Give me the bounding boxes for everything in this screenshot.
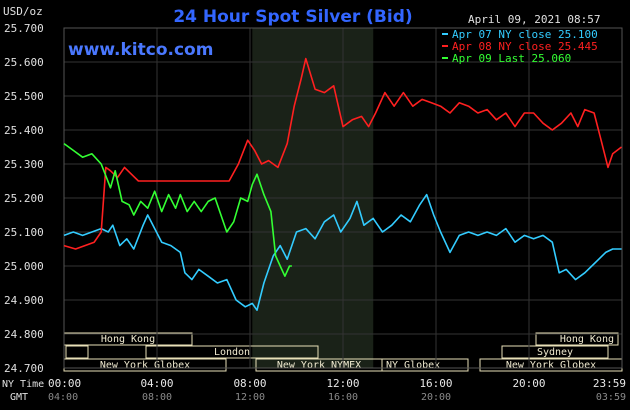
x-tick-label: 20:00 (512, 377, 545, 390)
x-tick-label: 16:00 (419, 377, 452, 390)
session-hong-kong-late: Hong Kong (560, 334, 614, 345)
plot-border (63, 27, 623, 369)
series-lines (63, 57, 622, 312)
gmt-tick-label: 04:00 (48, 392, 78, 403)
session-bars: Hong Kong Hong Kong London Sydney New York G… (63, 332, 623, 372)
gmt-tick-label: 16:00 (328, 392, 358, 403)
session-ny-globex: New York Globex (100, 360, 190, 371)
y-tick-label: 24.800 (4, 328, 44, 341)
x-tick-label: 00:00 (48, 377, 81, 390)
session-sydney-box (501, 345, 609, 359)
session-ny-nymex: New York NYMEX (277, 360, 361, 371)
unit-label: USD/oz (3, 5, 43, 18)
y-tick-label: 24.900 (4, 294, 44, 307)
x-axis-labels: 00:00 04:00 08:00 12:00 16:00 20:00 23:59 04:00… (48, 377, 626, 403)
session-ny-globex-mid: NY Globex (386, 360, 440, 371)
x-tick-label: 23:59 (593, 377, 626, 390)
legend-entry: Apr 08 NY close 25.445 (452, 40, 598, 53)
session-hong-kong: Hong Kong (101, 334, 155, 345)
x-tick-label: 04:00 (140, 377, 173, 390)
y-tick-label: 25.000 (4, 260, 44, 273)
x-tick-label: 12:00 (326, 377, 359, 390)
y-tick-label: 24.700 (4, 362, 44, 375)
series-line-1 (63, 57, 622, 250)
y-tick-label: 25.200 (4, 192, 44, 205)
session-london-start-box (65, 345, 89, 359)
chart-date: April 09, 2021 08:57 (468, 13, 600, 26)
y-axis-labels: 25.700 25.600 25.500 25.400 25.300 25.200 25.1… (4, 22, 44, 375)
website-label: www.kitco.com (68, 40, 213, 60)
gmt-tick-label: 08:00 (142, 392, 172, 403)
gmt-tick-label: 20:00 (421, 392, 451, 403)
y-tick-label: 25.500 (4, 90, 44, 103)
session-ny-globex-mid-box (381, 358, 469, 372)
y-tick-label: 25.700 (4, 22, 44, 35)
session-sydney: Sydney (537, 347, 573, 358)
y-tick-label: 25.600 (4, 56, 44, 69)
y-tick-label: 25.400 (4, 124, 44, 137)
y-tick-label: 25.300 (4, 158, 44, 171)
session-london-box (145, 345, 319, 359)
chart-title: 24 Hour Spot Silver (Bid) (173, 7, 412, 27)
y-tick-label: 25.100 (4, 226, 44, 239)
session-london: London (214, 347, 250, 358)
gmt-tick-label: 12:00 (235, 392, 265, 403)
series-line-2 (63, 142, 292, 278)
gmt-label: GMT (10, 392, 28, 403)
gmt-tick-label: 03:59 (596, 392, 626, 403)
ny-time-label: NY Time (2, 379, 44, 390)
legend-entry: Apr 07 NY close 25.100 (452, 28, 598, 41)
series-line-0 (63, 193, 622, 312)
session-ny-globex-late: New York Globex (506, 360, 596, 371)
session-hong-kong-late-box (535, 332, 619, 346)
x-tick-label: 08:00 (233, 377, 266, 390)
legend-entry: Apr 09 Last 25.060 (452, 52, 571, 65)
